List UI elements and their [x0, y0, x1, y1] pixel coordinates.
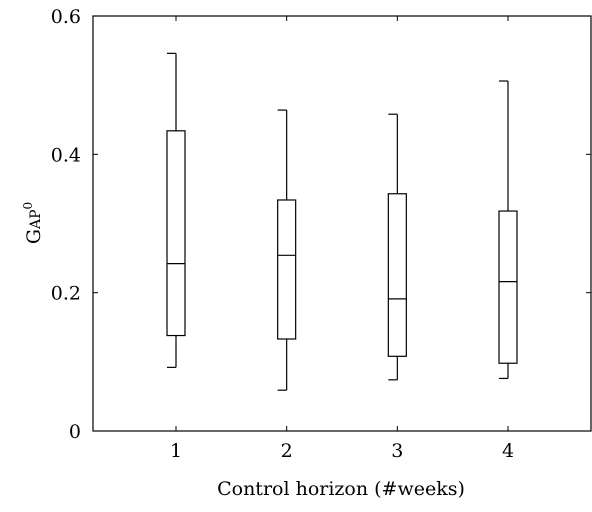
boxes-layer [166, 52, 518, 391]
box-4 [498, 80, 518, 380]
y-axis-title-superscript: 0 [21, 202, 35, 210]
box-2 [277, 109, 297, 391]
x-tick-label: 4 [502, 440, 514, 462]
y-tick-label: 0 [69, 421, 81, 443]
plot-frame [92, 15, 592, 432]
box-iqr [166, 130, 186, 337]
y-tick-label: 0.2 [51, 283, 81, 305]
x-tick-label: 2 [281, 440, 293, 462]
y-axis-title-main: G [23, 229, 45, 244]
plot-area [92, 15, 592, 432]
x-axis-title: Control horizon (#weeks) [217, 478, 465, 500]
box-iqr [277, 199, 297, 340]
y-axis-title-smallcaps: AP [28, 209, 44, 230]
box-1 [166, 52, 186, 368]
y-tick-label: 0.4 [51, 144, 81, 166]
box-iqr [387, 193, 407, 357]
ticks-layer: 0 0.2 0.4 0.6 1 2 3 4 [51, 6, 591, 462]
box-3 [387, 113, 407, 381]
y-axis-title: GAP0 [21, 202, 45, 244]
x-tick-label: 3 [391, 440, 403, 462]
box-iqr [498, 210, 518, 364]
x-tick-label: 1 [170, 440, 182, 462]
y-tick-label: 0.6 [51, 6, 81, 28]
